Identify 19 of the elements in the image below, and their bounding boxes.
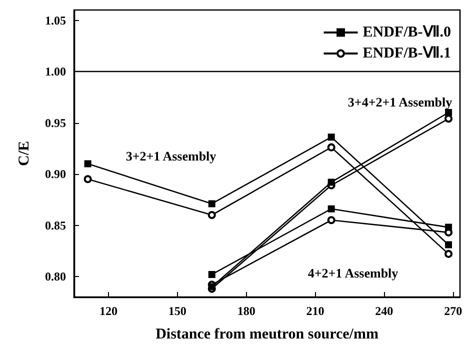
x-tick-label: 270 xyxy=(444,304,462,318)
x-tick-label: 240 xyxy=(375,304,394,318)
x-tick-label: 120 xyxy=(99,304,118,318)
y-tick-label: 0.90 xyxy=(45,167,66,181)
y-tick-label: 1.00 xyxy=(45,64,66,78)
annotation: 4+2+1 Assembly xyxy=(308,266,399,280)
y-axis-title: C/E xyxy=(16,140,32,166)
y-tick-label: 1.05 xyxy=(45,13,66,28)
x-tick-label: 180 xyxy=(237,304,256,318)
legend-label: ENDF/B-Ⅶ.1 xyxy=(362,46,451,62)
y-tick-label: 0.85 xyxy=(45,218,66,232)
legend-label: ENDF/B-Ⅶ.0 xyxy=(362,24,451,40)
annotation: 3+4+2+1 Assembly xyxy=(348,94,453,110)
annotation: 3+2+1 Assembly xyxy=(126,148,217,164)
x-tick-label: 150 xyxy=(168,304,186,318)
x-axis-title: Distance from meutron source/mm xyxy=(156,326,379,342)
x-tick-label: 210 xyxy=(306,304,324,318)
y-tick-label: 0.80 xyxy=(45,270,66,284)
y-tick-label: 0.95 xyxy=(45,116,66,130)
